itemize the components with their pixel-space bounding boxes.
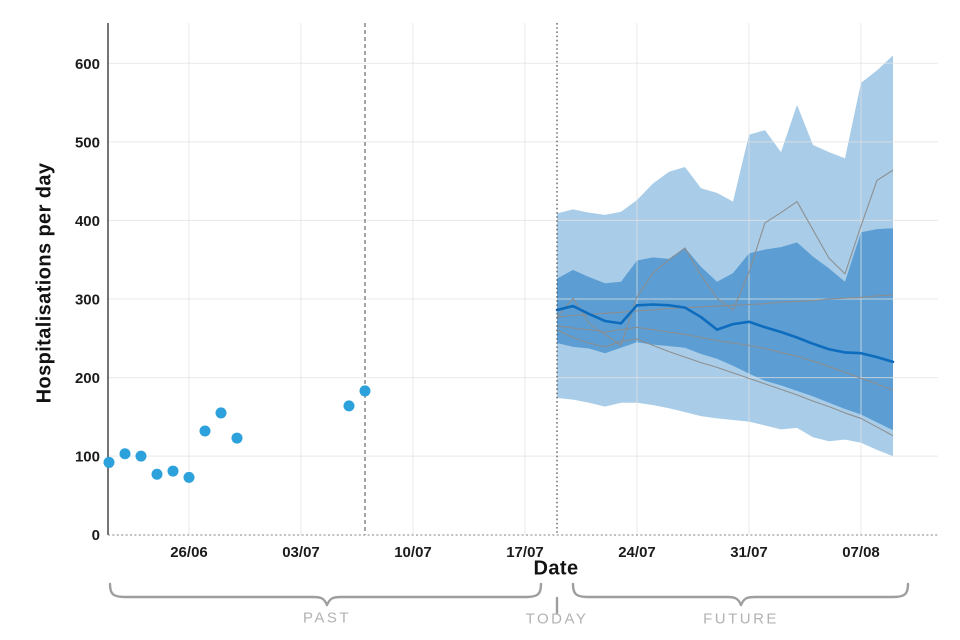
observation-dot — [119, 448, 131, 460]
future-label: FUTURE — [703, 610, 779, 628]
past-brace — [108, 582, 543, 607]
y-tick-label: 0 — [92, 527, 100, 544]
observation-dot — [151, 468, 163, 480]
x-tick-label: 31/07 — [730, 544, 768, 561]
observation-dot — [103, 456, 115, 468]
y-tick-label: 600 — [75, 56, 100, 73]
x-tick-label: 03/07 — [282, 544, 320, 561]
sample-trajectory-1 — [556, 169, 894, 346]
median-line — [555, 303, 895, 364]
observation-dot — [359, 385, 371, 397]
x-tick-label: 10/07 — [394, 544, 432, 561]
observation-dot — [135, 450, 147, 462]
y-tick-label: 500 — [75, 134, 100, 151]
observation-dot — [343, 400, 355, 412]
x-tick-label: 24/07 — [618, 544, 656, 561]
x-tick-label: 07/08 — [842, 544, 880, 561]
observation-dot — [231, 432, 243, 444]
y-tick-label: 300 — [75, 291, 100, 308]
y-axis-title: Hospitalisations per day — [33, 162, 56, 404]
sample-trajectory-2 — [556, 294, 894, 318]
forecast-band-inner — [557, 228, 893, 431]
x-tick-label: 26/06 — [170, 544, 208, 561]
observation-dot — [215, 407, 227, 419]
sample-trajectory-4 — [556, 329, 894, 437]
today-label: TODAY — [525, 610, 589, 628]
x-axis-title: Date — [533, 557, 579, 580]
y-tick-label: 200 — [75, 370, 100, 387]
past-label: PAST — [302, 609, 352, 627]
future-brace — [571, 582, 910, 607]
observation-dot — [199, 425, 211, 437]
x-tick-label: 17/07 — [506, 544, 544, 561]
observation-dot — [183, 471, 195, 483]
y-tick-label: 100 — [75, 449, 100, 466]
observation-dot — [167, 465, 179, 477]
y-tick-label: 400 — [75, 213, 100, 230]
sample-trajectory-3 — [556, 325, 894, 391]
